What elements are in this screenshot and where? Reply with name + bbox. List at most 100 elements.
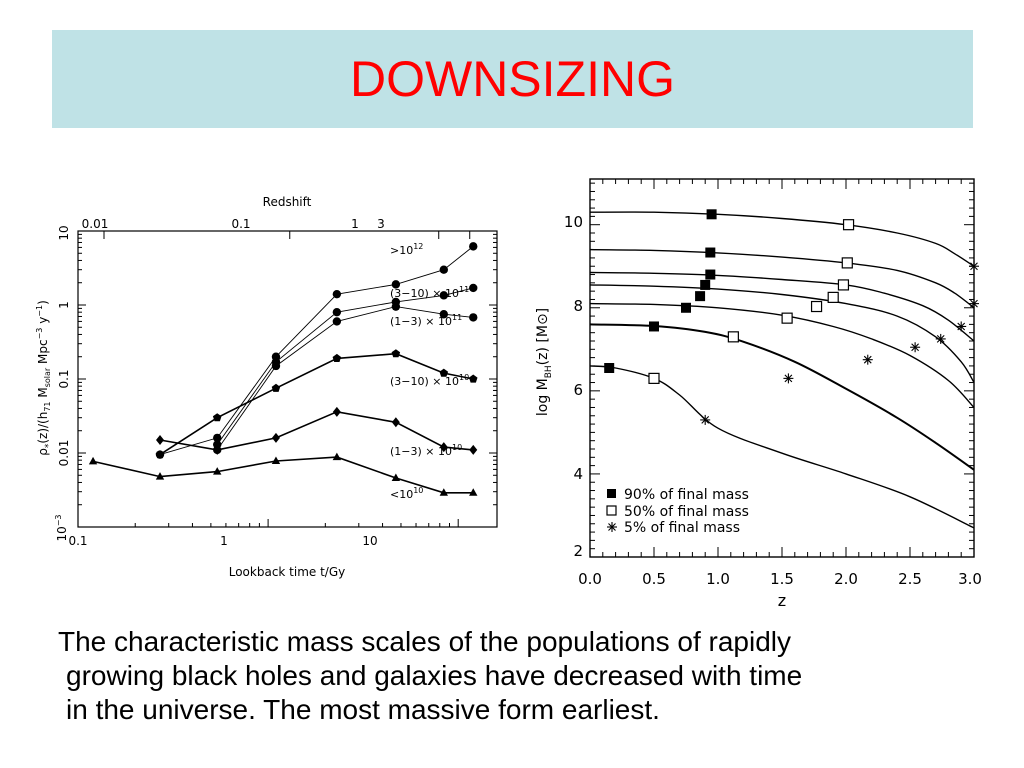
sfr-series-line-3 [159, 352, 474, 456]
sfr-series-markers [88, 242, 478, 496]
bh-curves [589, 211, 975, 529]
bh-legend: 90% of final mass 50% of final mass 5% o… [606, 487, 749, 536]
sfr-series-line-1 [216, 287, 474, 445]
caption-line-1: The characteristic mass scales of the po… [58, 626, 792, 657]
bh-x-tick-5: 2.5 [898, 570, 922, 588]
sfr-point-5-7 [469, 488, 478, 496]
sfr-point-5-2 [213, 467, 222, 475]
bh-asterisk-stroke [957, 322, 966, 331]
sfr-point-4-0 [156, 434, 165, 445]
bh-asterisk-stroke [970, 262, 978, 271]
sfr-point-4-5 [439, 442, 448, 453]
bh-curve-5 [589, 323, 975, 471]
bh-axis-ticks [589, 179, 975, 558]
sfr-axis-ticks [77, 231, 497, 528]
sfr-series-label-0: >1012 [390, 242, 423, 257]
sfr-point-0-5 [439, 265, 449, 274]
sfr-x-tick-2: 10 [362, 534, 377, 548]
bh-marker-50-5 [781, 312, 793, 324]
bh-curve-6 [589, 365, 975, 529]
sfr-y-tick-0: 10−3 [54, 514, 69, 541]
sfr-point-5-6 [439, 488, 449, 496]
bh-curve-3 [589, 284, 975, 383]
bh-y-tick-4: 10 [564, 213, 583, 231]
bh-asterisk-stroke [784, 374, 793, 383]
legend-open-square-icon [606, 505, 617, 516]
bh-marker-90-7 [604, 363, 615, 373]
bh-marker-50-0 [842, 219, 855, 231]
sfr-point-2-5 [469, 313, 478, 322]
sfr-point-0-1 [213, 433, 222, 443]
sfr-series-label-5: <1010 [390, 486, 423, 501]
caption-line-3: in the universe. The most massive form e… [66, 694, 660, 725]
sfr-point-2-1 [271, 361, 281, 371]
bh-marker-90-0 [706, 209, 717, 220]
sfr-point-4-3 [332, 406, 341, 417]
bh-marker-90-6 [649, 321, 659, 332]
sfr-point-3-1 [212, 413, 222, 422]
bh-asterisk-stroke [701, 416, 710, 424]
sfr-series-label-1: (3−10) × 1011 [390, 285, 469, 300]
sfr-point-5-5 [391, 473, 401, 481]
bh-y-tick-2: 6 [573, 381, 583, 399]
sfr-series-label-4: (1−3) × 1010 [390, 443, 462, 458]
bh-marker-5-4 [910, 342, 921, 353]
sfr-point-3-5 [439, 368, 449, 377]
bh-marker-90-3 [700, 279, 711, 290]
slide-title: DOWNSIZING [350, 51, 675, 107]
sfr-point-3-6 [469, 374, 478, 383]
bh-marker-50-7 [648, 372, 660, 384]
bh-asterisk-stroke [911, 343, 920, 352]
bh-x-tick-6: 3.0 [958, 570, 982, 588]
bh-x-tick-1: 0.5 [642, 570, 666, 588]
bh-x-axis-label: z [778, 591, 786, 610]
bh-marker-5-7 [700, 414, 711, 425]
bh-marker-5-2 [956, 321, 967, 332]
sfr-top-tick-2: 1 [351, 217, 359, 231]
bh-marker-5-3 [935, 333, 946, 344]
sfr-series-label-2: (1−3) × 1011 [390, 313, 462, 328]
bh-mass-chart: 0.0 0.5 1.0 1.5 2.0 2.5 3.0 z 2 4 6 8 10… [535, 178, 982, 610]
sfr-point-4-4 [391, 417, 400, 428]
title-bar: DOWNSIZING [52, 30, 973, 128]
bh-curve-0 [589, 211, 975, 267]
sfr-point-3-3 [332, 353, 342, 362]
bh-y-axis-label: log MBH(z) [M⊙] [535, 308, 554, 416]
bh-asterisk-stroke [936, 335, 945, 343]
sfr-point-5-3 [271, 456, 281, 464]
sfr-point-1-4 [439, 291, 449, 300]
sfr-point-0-3 [332, 289, 342, 299]
sfr-top-tick-3: 3 [377, 217, 385, 231]
sfr-point-5-1 [155, 472, 165, 480]
sfr-series-label-3: (3−10) × 1010 [390, 373, 469, 388]
legend-asterisk-icon [607, 522, 617, 532]
bh-x-tick-2: 1.0 [706, 570, 730, 588]
sfr-y-tick-2: 0.1 [57, 369, 71, 388]
bh-marker-5-5 [862, 354, 873, 365]
bh-curve-1 [589, 248, 975, 309]
bh-curve-2 [589, 271, 975, 342]
sfr-point-1-2 [332, 307, 342, 317]
sfr-y-tick-3: 1 [57, 301, 71, 309]
bh-marker-50-1 [841, 257, 853, 269]
bh-marker-90-5 [681, 302, 691, 313]
bh-x-tick-0: 0.0 [578, 570, 602, 588]
sfr-x-tick-0: 0.1 [68, 534, 87, 548]
caption: The characteristic mass scales of the po… [58, 625, 988, 727]
sfr-point-3-4 [391, 349, 401, 358]
sfr-point-4-1 [213, 444, 222, 455]
sfr-point-4-2 [271, 432, 280, 443]
sfr-point-5-4 [332, 452, 342, 461]
sfr-series-line-2 [216, 306, 474, 451]
sfr-point-4-6 [469, 444, 478, 455]
bh-y-tick-3: 8 [573, 297, 583, 315]
sfr-point-2-4 [439, 310, 449, 319]
sfr-point-0-4 [391, 280, 401, 289]
sfr-y-tick-4: 10 [57, 225, 71, 240]
legend-label-90: 90% of final mass [624, 487, 749, 503]
bh-x-tick-4: 2.0 [834, 570, 858, 588]
bh-x-tick-3: 1.5 [770, 570, 794, 588]
sfr-top-tick-1: 0.1 [231, 217, 250, 231]
bh-marker-5-1 [969, 298, 979, 309]
bh-marker-50-2 [837, 279, 850, 291]
